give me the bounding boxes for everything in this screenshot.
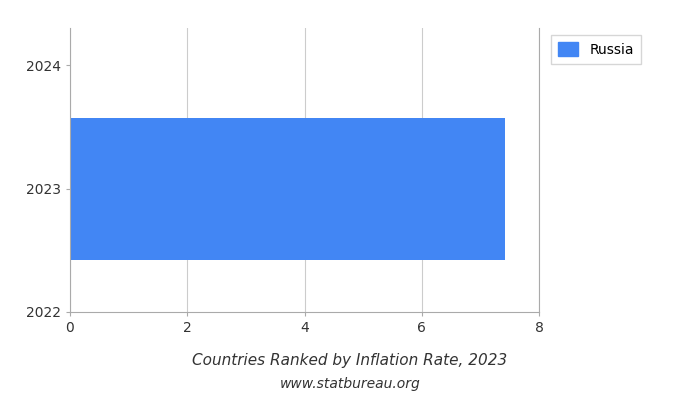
Text: www.statbureau.org: www.statbureau.org bbox=[279, 377, 421, 391]
Text: Countries Ranked by Inflation Rate, 2023: Countries Ranked by Inflation Rate, 2023 bbox=[193, 352, 508, 368]
Legend: Russia: Russia bbox=[551, 35, 641, 64]
Bar bbox=[70, 118, 505, 260]
